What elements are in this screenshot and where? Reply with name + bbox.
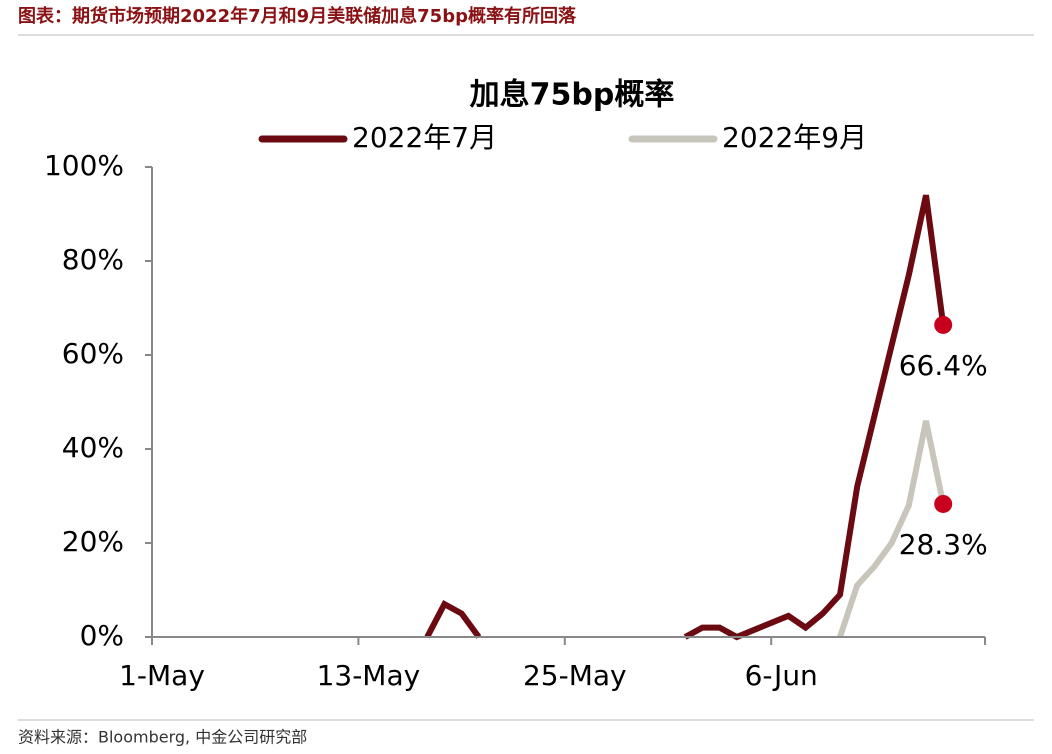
value-label: 66.4%: [899, 349, 988, 382]
y-tick-label: 40%: [62, 431, 124, 464]
page-title: 图表：期货市场预期2022年7月和9月美联储加息75bp概率有所回落: [18, 5, 577, 27]
x-tick-label: 1-May: [119, 659, 205, 692]
y-tick-label: 80%: [62, 243, 124, 276]
series-line: [424, 194, 947, 641]
y-tick-label: 0%: [80, 619, 124, 652]
series-line: [837, 420, 947, 638]
chart-title: 加息75bp概率: [470, 78, 675, 113]
x-tick-label: 25-May: [523, 659, 627, 692]
y-tick-label: 20%: [62, 525, 124, 558]
y-tick-label: 60%: [62, 337, 124, 370]
end-marker: [934, 315, 953, 334]
source-note: 资料来源：Bloomberg, 中金公司研究部: [18, 728, 307, 747]
legend-label: 2022年7月: [352, 121, 497, 154]
end-marker: [934, 494, 953, 513]
value-label: 28.3%: [899, 528, 988, 561]
y-tick-label: 100%: [44, 149, 124, 182]
x-tick-label: 6-Jun: [745, 659, 818, 692]
legend-label: 2022年9月: [722, 121, 867, 154]
x-tick-label: 13-May: [317, 659, 421, 692]
